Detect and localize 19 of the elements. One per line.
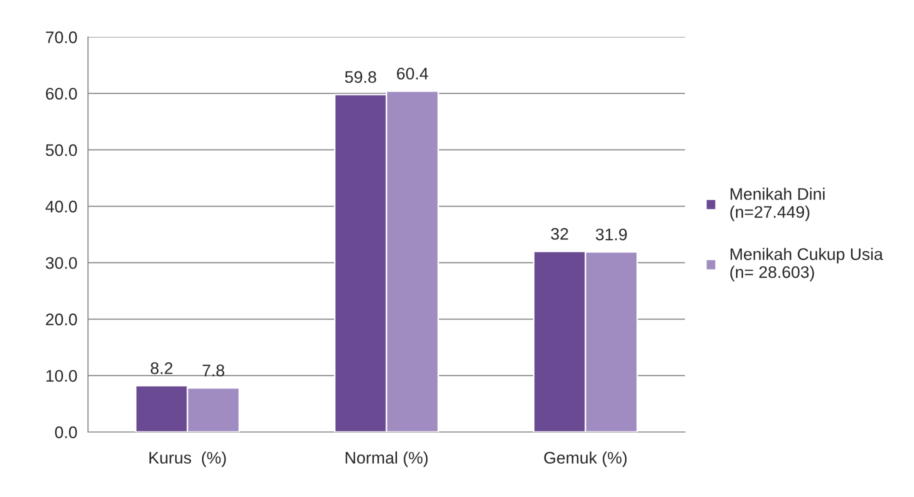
data-label: 8.2 xyxy=(150,362,172,374)
y-tick-label: 20.0 xyxy=(46,314,77,326)
data-label: 60.4 xyxy=(397,68,428,80)
x-tick-label: Normal (%) xyxy=(346,451,428,467)
legend-label: Menikah Dini (n=27.449) xyxy=(730,188,825,222)
x-tick-label: Kurus (%) xyxy=(150,451,226,467)
y-tick-label: 50.0 xyxy=(46,144,77,156)
x-tick-label: Gemuk (%) xyxy=(544,451,627,467)
y-tick-label: 40.0 xyxy=(46,200,77,212)
y-tick-label: 70.0 xyxy=(46,31,77,44)
y-tick-label: 0.0 xyxy=(55,426,77,438)
legend-label: Menikah Cukup Usia (n= 28.603) xyxy=(730,248,884,282)
data-label: 31.9 xyxy=(596,228,627,240)
data-label: 59.8 xyxy=(345,71,376,83)
data-label: 7.8 xyxy=(202,364,224,376)
y-tick-label: 30.0 xyxy=(46,257,77,269)
y-tick-label: 10.0 xyxy=(46,370,77,382)
data-label: 32 xyxy=(550,228,568,240)
y-tick-label: 60.0 xyxy=(46,88,77,100)
